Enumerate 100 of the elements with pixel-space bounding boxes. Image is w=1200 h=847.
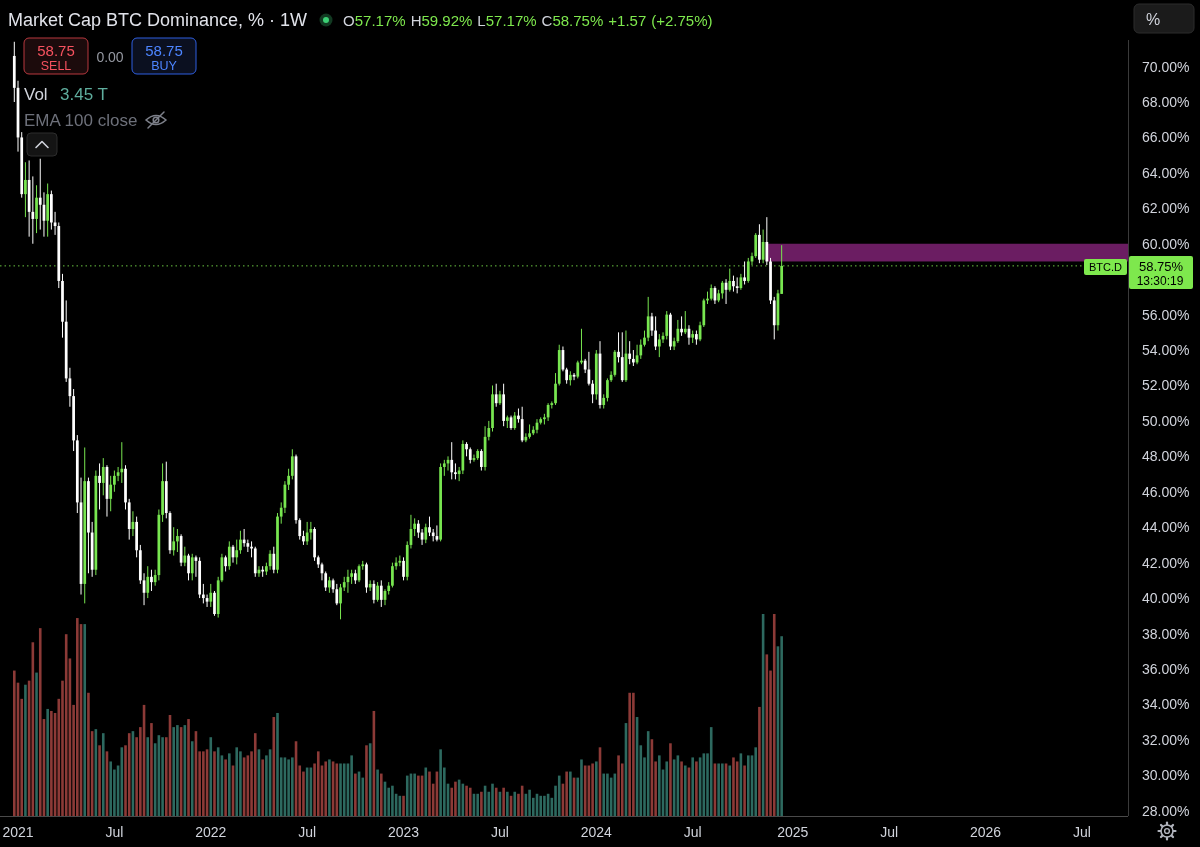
candlestick [379,579,383,608]
y-tick-label: 68.00% [1142,94,1190,111]
y-tick-label: 52.00% [1142,377,1190,394]
bar [209,737,213,816]
candlestick [335,583,339,606]
annotation: BTC.D [1089,260,1123,273]
candlestick [639,338,643,360]
candlestick [109,475,113,512]
bar [606,773,609,816]
bar [424,767,428,816]
bar [328,759,331,816]
text: % [1146,10,1161,28]
x-tick-label: Jul [683,824,702,840]
candlestick [35,184,38,234]
candlestick [176,528,179,553]
bar [98,745,101,816]
annotation: 3.45 T [60,84,108,104]
bar [324,761,327,816]
bar [758,706,761,816]
bar [350,755,353,816]
bar [680,761,683,816]
bar [506,791,509,816]
y-tick-label: 56.00% [1142,306,1190,323]
annotation: 58.75 [145,41,183,59]
bar [480,791,483,816]
candlestick [183,546,187,567]
candlestick [654,315,657,351]
candlestick [524,432,528,443]
bar [239,751,242,816]
y-tick-label: 62.00% [1142,200,1190,217]
bar [528,789,531,816]
bar [617,755,620,816]
bar [709,727,713,816]
candlestick [657,333,661,358]
y-tick-label: 40.00% [1142,590,1190,607]
bar [543,795,546,816]
bar [476,793,479,816]
bar [721,763,724,816]
candlestick [98,462,101,510]
x-tick-label: Jul [298,824,317,840]
candlestick [150,569,153,592]
candlestick [113,470,116,493]
bar [465,785,468,816]
candlestick [680,315,683,337]
bar [743,765,746,816]
bar [261,759,264,816]
bar [732,757,735,816]
bar [513,791,517,816]
bar [187,719,190,816]
y-tick-label: 30.00% [1142,767,1190,784]
bar [291,757,294,816]
y-tick-label: 44.00% [1142,519,1190,536]
y-tick-label: 36.00% [1142,660,1190,677]
bar [658,755,661,816]
candlestick [646,296,650,342]
y-tick-label: 50.00% [1142,412,1190,429]
candlestick [272,546,276,574]
y-tick-label: 42.00% [1142,554,1190,571]
bar [35,672,38,816]
x-tick-label: 2026 [969,824,1002,840]
candlestick [172,526,176,557]
bar [468,787,472,816]
candlestick [665,310,669,340]
candlestick [376,581,379,603]
y-tick-label: 32.00% [1142,731,1190,748]
candlestick [365,562,368,594]
candlestick [213,590,216,617]
candlestick [309,521,313,541]
bar [717,763,720,816]
bar [665,761,669,816]
bar [376,769,379,816]
bar [50,710,53,816]
bar [439,749,442,816]
y-tick-label: 66.00% [1142,129,1190,146]
candlestick [190,553,194,581]
bar [491,783,494,816]
bar [228,753,231,816]
text: O57.17% H59.92% L57.17% C58.75% +1.57 (+2.75%) [343,11,713,29]
bar [146,737,150,816]
bar [287,759,290,816]
bar [772,614,776,816]
bar [253,733,257,816]
bar [402,795,405,816]
candlestick [520,406,524,443]
y-tick-label: 48.00% [1142,448,1190,465]
bar [494,787,498,816]
bar [213,751,216,816]
bar [109,761,112,816]
bar [580,759,583,816]
y-tick-label: 28.00% [1142,802,1190,819]
y-tick-label: 64.00% [1142,164,1190,181]
bar [595,761,598,816]
y-tick-label: 70.00% [1142,58,1190,75]
x-tick-label: 2023 [387,824,420,840]
bar [669,743,672,816]
candlestick [209,583,213,608]
bar [591,763,594,816]
bar [235,747,239,816]
bar [628,692,631,816]
bar [405,775,409,816]
